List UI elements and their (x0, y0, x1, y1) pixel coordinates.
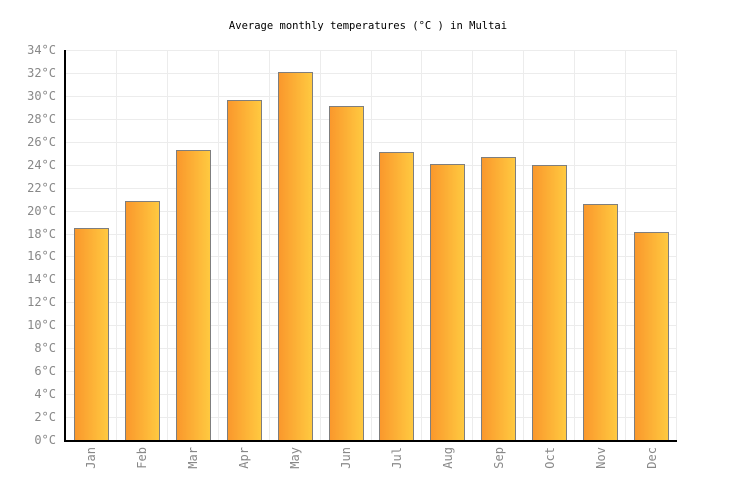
y-axis-label: 16°C (27, 249, 56, 264)
y-axis-label: 34°C (27, 43, 56, 57)
x-axis-label-dec: Dec (644, 447, 659, 469)
x-axis-label-may: May (288, 447, 303, 469)
gridline-horizontal (66, 118, 677, 120)
gridline-vertical (574, 50, 576, 440)
gridline-vertical (625, 50, 627, 440)
gridline-vertical (370, 50, 372, 440)
y-axis-label: 32°C (27, 65, 56, 80)
bar-oct (532, 164, 568, 440)
gridline-horizontal (66, 210, 677, 212)
y-axis-label: 8°C (34, 341, 56, 356)
y-axis-label: 4°C (34, 387, 56, 402)
y-axis-label: 24°C (27, 157, 56, 172)
y-axis-label: 0°C (34, 433, 56, 447)
y-axis-label: 26°C (27, 134, 56, 149)
gridline-horizontal (66, 50, 677, 51)
y-axis-label: 6°C (34, 364, 56, 379)
gridline-horizontal (66, 417, 677, 419)
y-axis-label: 12°C (27, 295, 56, 310)
gridline-vertical (268, 50, 270, 440)
gridline-horizontal (66, 233, 677, 235)
bar-apr (226, 100, 262, 440)
gridline-horizontal (66, 164, 677, 166)
bar-mar (175, 149, 211, 440)
gridline-vertical (217, 50, 219, 440)
y-axis-label: 22°C (27, 180, 56, 195)
gridline-vertical (523, 50, 525, 440)
x-axis-label-feb: Feb (135, 447, 150, 469)
gridline-vertical (421, 50, 423, 440)
gridline-vertical (115, 50, 117, 440)
plot-area (64, 50, 677, 442)
bar-jun (328, 106, 364, 440)
gridline-vertical (166, 50, 168, 440)
gridline-horizontal (66, 325, 677, 327)
gridline-horizontal (66, 394, 677, 396)
bar-jul (379, 152, 415, 440)
chart-title: Average monthly temperatures (°C ) in Mu… (228, 20, 508, 32)
gridline-vertical (676, 50, 677, 440)
x-axis-label-apr: Apr (237, 447, 252, 469)
y-axis-label: 18°C (27, 226, 56, 241)
gridline-horizontal (66, 279, 677, 281)
bar-jan (73, 227, 109, 440)
gridline-horizontal (66, 72, 677, 74)
x-axis-label-jan: Jan (84, 447, 99, 469)
y-axis-label: 28°C (27, 111, 56, 126)
y-axis-label: 10°C (27, 318, 56, 333)
gridline-vertical (319, 50, 321, 440)
gridline-horizontal (66, 371, 677, 373)
gridline-horizontal (66, 302, 677, 304)
x-axis-label-aug: Aug (440, 447, 455, 469)
x-axis-label-oct: Oct (542, 447, 557, 469)
gridline-horizontal (66, 256, 677, 258)
y-axis-label: 2°C (34, 410, 56, 425)
y-axis-label: 30°C (27, 88, 56, 103)
bar-feb (124, 201, 160, 440)
gridline-horizontal (66, 348, 677, 350)
bar-aug (430, 163, 466, 440)
gridline-horizontal (66, 187, 677, 189)
x-axis-label-sep: Sep (491, 447, 506, 469)
y-axis-label: 20°C (27, 203, 56, 218)
bar-dec (634, 232, 670, 440)
x-axis-label-jul: Jul (389, 447, 404, 469)
x-axis-label-mar: Mar (186, 447, 201, 469)
bar-nov (583, 203, 619, 440)
x-axis-label-nov: Nov (593, 447, 608, 469)
x-axis-label-jun: Jun (339, 447, 354, 469)
gridline-horizontal (66, 95, 677, 97)
y-axis-label: 14°C (27, 272, 56, 287)
gridline-horizontal (66, 141, 677, 143)
gridline-vertical (472, 50, 474, 440)
bar-sep (481, 156, 517, 440)
bar-may (277, 71, 313, 440)
